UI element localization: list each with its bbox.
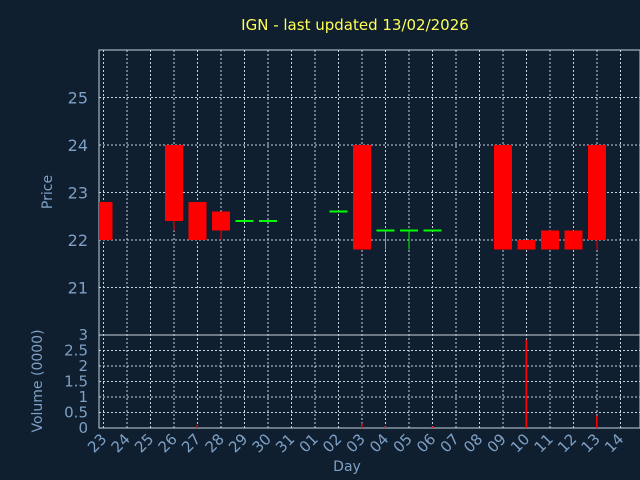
candle-body [494,145,512,250]
candle-body [353,145,371,250]
candle-body [212,211,230,231]
candle-body [99,202,113,240]
x-tick-label: 11 [531,430,557,456]
volume-tick-label: 1.5 [64,373,88,391]
x-tick-label: 26 [155,430,181,456]
volume-bar [196,424,198,428]
price-axis-label: Price [40,175,56,209]
x-tick-label: 28 [202,430,228,456]
x-tick-label: 13 [578,430,604,456]
x-tick-label: 05 [390,430,416,456]
price-tick-label: 22 [68,231,88,250]
candle-body [517,240,536,250]
volume-panel-frame [98,334,640,429]
volume-bar [361,423,363,428]
x-tick-label: 31 [272,430,298,456]
x-tick-label: 29 [225,430,251,456]
x-axis-label: Day [333,459,361,475]
x-tick-label: 25 [131,430,157,456]
volume-bar [384,426,386,428]
x-tick-label: 10 [507,430,533,456]
volume-bar [596,415,598,428]
x-tick-label: 08 [460,430,486,456]
volume-bar [525,339,527,428]
price-tick-label: 25 [68,89,88,108]
candle-body [564,230,583,250]
volume-tick-label: 2.5 [64,342,88,360]
x-tick-label: 12 [554,430,580,456]
price-tick-label: 21 [68,279,88,298]
x-tick-label: 23 [84,430,110,456]
x-tick-label: 01 [296,430,322,456]
volume-tick-label: 2 [78,357,88,375]
volume-tick-label: 0.5 [64,404,88,422]
price-tick-label: 23 [68,184,88,203]
volume-axis-label: Volume (0000) [30,329,46,432]
volume-tick-label: 0 [78,419,88,437]
price-tick-label: 24 [68,136,88,155]
volume-tick-label: 1 [78,388,88,406]
x-tick-label: 30 [249,430,275,456]
volume-bar [431,426,433,428]
x-tick-label: 27 [178,430,204,456]
x-tick-label: 03 [343,430,369,456]
x-tick-label: 24 [108,430,134,456]
candle-body [588,145,606,240]
x-tick-label: 07 [437,430,463,456]
x-tick-label: 02 [319,430,345,456]
chart-title: IGN - last updated 13/02/2026 [241,16,469,34]
x-tick-label: 04 [366,430,392,456]
volume-tick-label: 3 [78,326,88,344]
x-tick-label: 09 [484,430,510,456]
candle-body [188,202,207,240]
candle-body [165,145,183,221]
x-tick-label: 06 [413,430,439,456]
candle-body [541,230,559,250]
x-tick-label: 14 [601,430,627,456]
